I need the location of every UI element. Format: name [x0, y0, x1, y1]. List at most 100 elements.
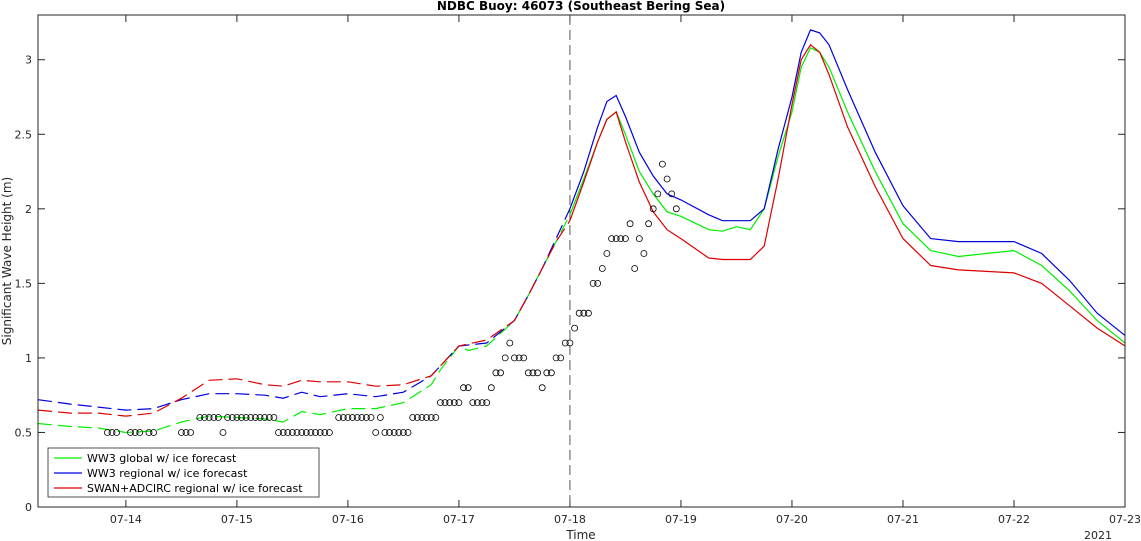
observation-point: [353, 414, 361, 421]
y-tick-label: 1: [25, 352, 32, 365]
observation-point: [580, 309, 588, 317]
observation-point: [612, 235, 620, 243]
observation-point: [460, 384, 467, 392]
observation-point: [316, 429, 324, 436]
observation-point: [631, 265, 639, 272]
x-axis-label: Time: [565, 528, 595, 541]
observation-point: [427, 414, 435, 421]
observation-point: [205, 414, 213, 421]
observation-point: [219, 429, 227, 436]
series-line-hindcast: [38, 208, 571, 411]
y-tick-label: 3: [25, 54, 32, 67]
observation-point: [663, 175, 671, 183]
observation-point: [497, 369, 505, 377]
observation-point: [511, 354, 518, 362]
observation-point: [238, 414, 245, 421]
observation-point: [288, 429, 296, 436]
observation-point: [432, 414, 440, 421]
observation-point: [145, 429, 153, 436]
x-tick-labels: 07-14 07-15 07-16 07-17 07-18 07-19 07-20 07-21…: [110, 513, 1141, 526]
observation-point: [228, 414, 236, 421]
observation-point: [538, 384, 546, 392]
series-lines: [38, 29, 1125, 434]
observation-markers: [104, 160, 680, 436]
year-label: 2021: [1084, 529, 1112, 541]
legend-label: SWAN+ADCIRC regional w/ ice forecast: [87, 482, 303, 495]
observation-point: [256, 414, 264, 421]
observation-point: [349, 414, 356, 421]
x-tick-label: 07-21: [887, 513, 919, 526]
x-tick-label: 07-15: [221, 513, 253, 526]
y-tick-label: 0: [25, 501, 32, 514]
observation-point: [645, 220, 652, 228]
observation-point: [668, 190, 676, 198]
plot-frame: [37, 14, 1126, 508]
observation-point: [557, 354, 565, 362]
observation-point: [275, 429, 282, 436]
observation-point: [506, 339, 514, 347]
observation-point: [473, 399, 481, 407]
observation-point: [649, 205, 657, 213]
observation-point: [214, 414, 222, 421]
observation-point: [640, 250, 648, 257]
y-tick-label: 1.5: [15, 277, 33, 290]
y-tick-label: 0.5: [15, 426, 33, 439]
observation-point: [603, 250, 611, 257]
observation-point: [376, 414, 384, 421]
observation-point: [492, 369, 500, 377]
observation-point: [501, 354, 509, 362]
observation-point: [529, 369, 537, 377]
observation-point: [182, 429, 190, 436]
observation-point: [136, 429, 144, 436]
observation-point: [196, 414, 204, 421]
series-line-forecast: [569, 43, 1125, 347]
observation-point: [381, 429, 389, 436]
observation-point: [131, 429, 139, 436]
observation-point: [520, 354, 528, 362]
observation-point: [626, 220, 634, 228]
x-tick-label: 07-23: [1109, 513, 1141, 526]
observation-point: [524, 369, 532, 377]
observation-point: [423, 414, 430, 421]
x-tick-label: 07-20: [776, 513, 808, 526]
observation-point: [335, 414, 343, 421]
observation-point: [127, 429, 134, 436]
observation-point: [284, 429, 292, 436]
x-tick-label: 07-18: [554, 513, 586, 526]
x-tick-label: 07-19: [665, 513, 697, 526]
series-line-forecast: [569, 29, 1125, 337]
observation-point: [409, 414, 417, 421]
y-tick-label: 2: [25, 203, 32, 216]
observation-point: [339, 414, 347, 421]
observation-point: [104, 429, 111, 436]
y-axis-label: Significant Wave Height (m): [0, 177, 14, 345]
observation-point: [575, 309, 583, 317]
observation-point: [395, 429, 403, 436]
legend-label: WW3 regional w/ ice forecast: [87, 467, 248, 480]
observation-point: [113, 429, 120, 436]
observation-point: [293, 429, 301, 436]
observation-point: [399, 429, 407, 436]
observation-point: [201, 414, 208, 421]
legend-label: WW3 global w/ ice forecast: [87, 452, 237, 465]
observation-point: [566, 339, 574, 347]
series-line-hindcast: [38, 214, 571, 434]
observation-point: [150, 429, 158, 436]
observation-point: [362, 414, 370, 421]
y-tick-label: 2.5: [15, 128, 33, 141]
observation-point: [672, 205, 680, 213]
observation-point: [247, 414, 255, 421]
observation-point: [483, 399, 491, 407]
chart-title: NDBC Buoy: 46073 (Southeast Bering Sea): [437, 0, 725, 13]
observation-point: [622, 235, 629, 243]
observation-point: [325, 429, 333, 436]
observation-point: [233, 414, 241, 421]
observation-point: [390, 429, 398, 436]
observation-point: [441, 399, 449, 407]
observation-point: [418, 414, 426, 421]
observation-point: [210, 414, 218, 421]
observation-point: [594, 279, 602, 287]
observation-point: [265, 414, 273, 421]
series-line-hindcast: [38, 220, 571, 417]
observation-point: [598, 265, 606, 272]
